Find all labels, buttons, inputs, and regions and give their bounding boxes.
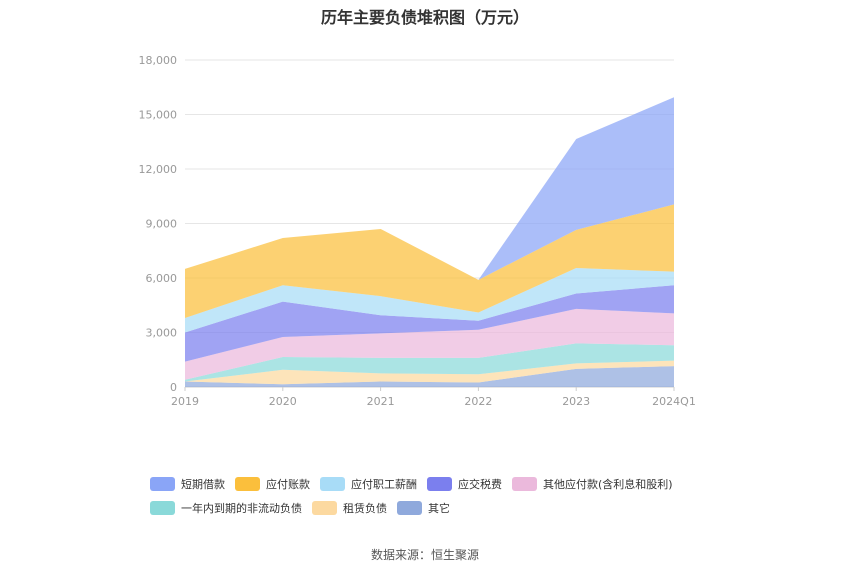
legend-swatch [397, 501, 422, 515]
legend-item[interactable]: 其他应付款(含利息和股利) [512, 476, 673, 492]
y-tick-label: 15,000 [139, 109, 178, 122]
legend-label: 短期借款 [181, 478, 225, 491]
legend-item[interactable]: 租赁负债 [312, 500, 387, 516]
legend-item[interactable]: 应付职工薪酬 [320, 476, 417, 492]
area-series[interactable] [185, 360, 674, 385]
x-tick-label: 2019 [171, 395, 199, 408]
legend-label: 应交税费 [458, 478, 502, 491]
y-tick-label: 3,000 [146, 327, 178, 340]
legend-row: 短期借款 应付账款 应付职工薪酬 应交税费 其他应付款(含利息和股利) [150, 472, 770, 496]
legend-swatch [427, 477, 452, 491]
legend-swatch [235, 477, 260, 491]
legend-swatch [320, 477, 345, 491]
data-source: 数据来源：恒生聚源 [370, 548, 479, 562]
chart-legend: 短期借款 应付账款 应付职工薪酬 应交税费 其他应付款(含利息和股利) 一年内到期的非流动… [150, 472, 770, 520]
stacked-area-chart: 0 3,000 6,000 9,000 12,000 15,000 18,000 2019 20… [139, 54, 696, 408]
y-tick-label: 0 [170, 381, 177, 394]
x-tick-label: 2022 [464, 395, 492, 408]
y-tick-label: 6,000 [146, 272, 178, 285]
chart-title: 历年主要负债堆积图（万元） [320, 8, 529, 27]
legend-item[interactable]: 应交税费 [427, 476, 502, 492]
area-series[interactable] [185, 285, 674, 362]
legend-label: 其它 [428, 502, 450, 515]
legend-label: 租赁负债 [343, 502, 387, 515]
legend-swatch [312, 501, 337, 515]
legend-swatch [150, 477, 175, 491]
legend-item[interactable]: 一年内到期的非流动负债 [150, 500, 302, 516]
legend-swatch [150, 501, 175, 515]
area-series[interactable] [185, 204, 674, 318]
area-series[interactable] [185, 343, 674, 382]
legend-row: 一年内到期的非流动负债 租赁负债 其它 [150, 496, 770, 520]
y-tick-label: 12,000 [139, 163, 178, 176]
legend-label: 应付职工薪酬 [351, 478, 417, 491]
legend-item[interactable]: 应付账款 [235, 476, 310, 492]
legend-label: 应付账款 [266, 478, 310, 491]
legend-label: 其他应付款(含利息和股利) [543, 478, 673, 491]
y-tick-label: 18,000 [139, 54, 178, 67]
area-series[interactable] [185, 366, 674, 387]
x-tick-label: 2021 [367, 395, 395, 408]
area-series[interactable] [185, 97, 674, 280]
area-series[interactable] [185, 268, 674, 333]
y-tick-label: 9,000 [146, 218, 178, 231]
legend-label: 一年内到期的非流动负债 [181, 502, 302, 515]
legend-item[interactable]: 短期借款 [150, 476, 225, 492]
x-tick-label: 2020 [269, 395, 297, 408]
legend-item[interactable]: 其它 [397, 500, 450, 516]
area-series[interactable] [185, 308, 674, 380]
x-tick-label: 2023 [562, 395, 590, 408]
x-tick-label: 2024Q1 [652, 395, 696, 408]
legend-swatch [512, 477, 537, 491]
